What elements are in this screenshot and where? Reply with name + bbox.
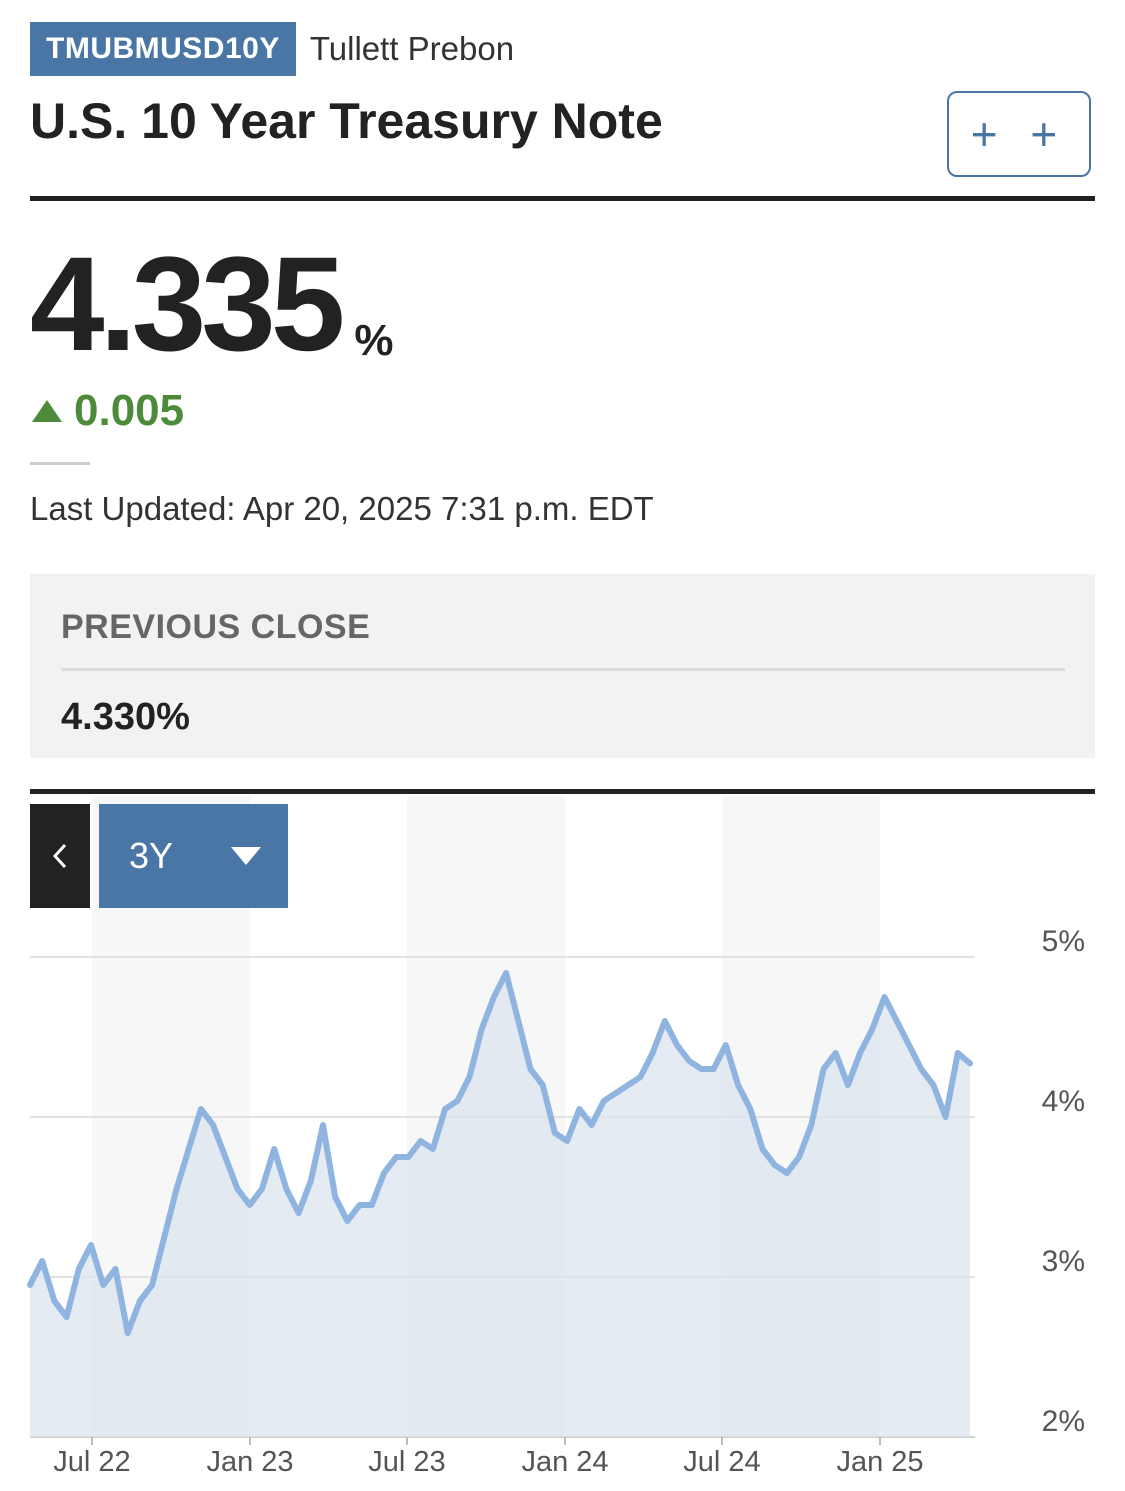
page-title: U.S. 10 Year Treasury Note xyxy=(30,93,663,149)
up-arrow-icon xyxy=(32,400,62,422)
previous-close-panel: PREVIOUS CLOSE 4.330% xyxy=(30,574,1095,758)
chart-divider xyxy=(30,789,1095,794)
range-value: 3Y xyxy=(129,835,174,876)
chevron-down-icon xyxy=(231,847,262,865)
y-axis-labels: 5% 4% 3% 2% xyxy=(1042,925,1085,1438)
y-tick-label: 3% xyxy=(1042,1245,1085,1278)
x-tick-label: Jul 24 xyxy=(683,1446,760,1478)
divider xyxy=(61,668,1065,671)
x-axis-labels: Jul 22 Jan 23 Jul 23 Jan 24 Jul 24 Jan 25 xyxy=(53,1437,924,1478)
ticker-row: TMUBMUSD10Y Tullett Prebon xyxy=(30,22,514,76)
divider xyxy=(30,462,90,465)
change-row: 0.005 xyxy=(32,386,184,436)
x-tick-label: Jan 23 xyxy=(206,1446,293,1478)
ticker-badge[interactable]: TMUBMUSD10Y xyxy=(30,22,296,76)
y-tick-label: 5% xyxy=(1042,925,1085,958)
y-tick-label: 4% xyxy=(1042,1085,1085,1118)
previous-close-value: 4.330% xyxy=(61,696,190,738)
yield-chart[interactable]: 5%4%3%2% Jul 22 Jan 23 Jul 23 Jan 24 Jul 24 J… xyxy=(0,797,1125,1491)
change-value: 0.005 xyxy=(74,386,185,435)
add-to-watchlist-button[interactable]: + + xyxy=(947,91,1091,177)
range-select[interactable]: 3Y xyxy=(99,804,288,908)
data-source: Tullett Prebon xyxy=(309,30,515,67)
x-tick-label: Jan 25 xyxy=(836,1446,923,1478)
header-divider xyxy=(30,196,1095,201)
x-tick-label: Jul 22 xyxy=(53,1446,130,1478)
y-tick-label: 2% xyxy=(1042,1405,1085,1438)
price-block: 4.335 % xyxy=(30,238,393,372)
chart-area xyxy=(30,973,970,1437)
price-value: 4.335 xyxy=(30,230,345,379)
price-unit: % xyxy=(354,316,394,365)
chevron-left-icon xyxy=(52,843,67,869)
chart-line xyxy=(27,970,973,1336)
x-tick-label: Jan 24 xyxy=(521,1446,608,1478)
chart-back-button[interactable] xyxy=(30,804,90,908)
x-tick-label: Jul 23 xyxy=(368,1446,445,1478)
previous-close-label: PREVIOUS CLOSE xyxy=(61,608,371,646)
last-updated: Last Updated: Apr 20, 2025 7:31 p.m. EDT xyxy=(30,490,654,527)
